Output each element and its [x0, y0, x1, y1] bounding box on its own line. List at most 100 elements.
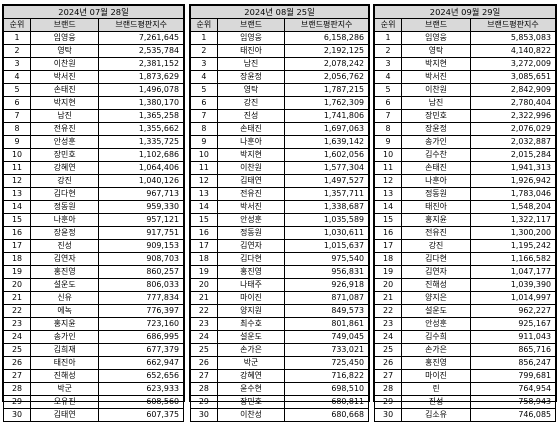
brand-name-cell: 김연자	[216, 239, 286, 253]
brand-name-cell: 양지은	[401, 291, 471, 305]
index-value-cell: 1,762,309	[284, 96, 369, 110]
index-value-cell: 962,227	[469, 304, 557, 318]
table-row: 5 이찬원 2,842,909	[373, 83, 557, 97]
index-value-cell: 1,639,142	[284, 135, 369, 149]
brand-name-cell: 영탁	[401, 44, 471, 58]
table-row: 12 강진 1,040,126	[3, 174, 184, 188]
index-value-cell: 2,381,152	[98, 57, 184, 71]
table-row: 21 마이진 871,087	[190, 291, 369, 305]
brand-name-cell: 이찬원	[401, 83, 471, 97]
rank-cell: 21	[190, 291, 218, 305]
index-value-cell: 1,926,942	[469, 174, 557, 188]
table-row: 18 김다현 1,166,582	[373, 252, 557, 266]
brand-name-cell: 영탁	[29, 44, 100, 58]
ranking-panel-august: 2024년 08월 25일 순위 브랜드 브랜드평판지수 1 임영웅 6,158,286 2 태…	[189, 4, 370, 422]
brand-name-cell: 홍지윤	[401, 213, 471, 227]
ranking-table: 2024년 08월 25일 순위 브랜드 브랜드평판지수 1 임영웅 6,158,286 2 태…	[190, 5, 369, 422]
index-value-cell: 5,853,083	[469, 31, 557, 45]
table-row: 7 장민호 2,322,996	[373, 109, 557, 123]
rank-cell: 12	[373, 174, 403, 188]
brand-name-cell: 김다현	[216, 252, 286, 266]
index-value-cell: 725,450	[284, 356, 369, 370]
rank-cell: 3	[373, 57, 403, 71]
brand-name-cell: 박서진	[216, 200, 286, 214]
index-value-cell: 1,548,204	[469, 200, 557, 214]
rank-cell: 26	[373, 356, 403, 370]
brand-name-cell: 최수호	[216, 317, 286, 331]
index-value-cell: 758,943	[469, 395, 557, 409]
rank-cell: 5	[190, 83, 218, 97]
table-row: 18 김연자 908,703	[3, 252, 184, 266]
table-row: 6 강진 1,762,309	[190, 96, 369, 110]
index-value-cell: 1,064,406	[98, 161, 184, 175]
rank-cell: 18	[373, 252, 403, 266]
brand-name-cell: 린	[401, 382, 471, 396]
index-value-cell: 723,160	[98, 317, 184, 331]
table-row: 27 마이진 799,681	[373, 369, 557, 383]
index-value-cell: 925,167	[469, 317, 557, 331]
table-row: 22 설운도 962,227	[373, 304, 557, 318]
brand-name-cell: 손가은	[401, 343, 471, 357]
rank-column-header: 순위	[190, 18, 218, 32]
rank-cell: 11	[190, 161, 218, 175]
index-value-cell: 749,045	[284, 330, 369, 344]
column-header-row: 순위 브랜드 브랜드평판지수	[3, 18, 184, 32]
table-row: 12 나훈아 1,926,942	[373, 174, 557, 188]
rank-cell: 23	[373, 317, 403, 331]
rank-cell: 21	[3, 291, 31, 305]
brand-name-cell: 나태주	[216, 278, 286, 292]
brand-name-cell: 영탁	[216, 83, 286, 97]
brand-name-cell: 안성훈	[401, 317, 471, 331]
brand-name-cell: 홍지윤	[29, 317, 100, 331]
rank-cell: 7	[190, 109, 218, 123]
rank-cell: 25	[3, 343, 31, 357]
rank-cell: 27	[190, 369, 218, 383]
table-row: 19 김연자 1,047,177	[373, 265, 557, 279]
index-value-cell: 680,811	[284, 395, 369, 409]
brand-name-cell: 에녹	[29, 304, 100, 318]
brand-name-cell: 나훈아	[401, 174, 471, 188]
index-value-cell: 777,834	[98, 291, 184, 305]
table-row: 3 이찬원 2,381,152	[3, 57, 184, 71]
brand-name-cell: 안성훈	[216, 213, 286, 227]
rank-cell: 29	[3, 395, 31, 409]
rank-cell: 25	[373, 343, 403, 357]
rank-cell: 18	[190, 252, 218, 266]
index-value-cell: 2,842,909	[469, 83, 557, 97]
brand-name-cell: 김태연	[216, 174, 286, 188]
index-value-cell: 1,102,686	[98, 148, 184, 162]
brand-name-cell: 마이진	[216, 291, 286, 305]
brand-name-cell: 홍진영	[29, 265, 100, 279]
index-value-cell: 1,741,806	[284, 109, 369, 123]
brand-name-cell: 장민호	[401, 109, 471, 123]
rank-cell: 15	[3, 213, 31, 227]
table-row: 14 정동원 959,330	[3, 200, 184, 214]
rank-cell: 16	[373, 226, 403, 240]
brand-name-cell: 강진	[29, 174, 100, 188]
index-value-cell: 917,751	[98, 226, 184, 240]
table-row: 15 나훈아 957,121	[3, 213, 184, 227]
brand-name-cell: 장윤정	[401, 122, 471, 136]
rank-cell: 1	[190, 31, 218, 45]
table-row: 16 정동원 1,030,611	[190, 226, 369, 240]
brand-name-cell: 이찬원	[29, 57, 100, 71]
brand-name-cell: 정동원	[216, 226, 286, 240]
rank-cell: 5	[3, 83, 31, 97]
rank-cell: 4	[3, 70, 31, 84]
index-value-cell: 911,043	[469, 330, 557, 344]
index-value-cell: 1,783,046	[469, 187, 557, 201]
rank-cell: 24	[373, 330, 403, 344]
rank-cell: 22	[3, 304, 31, 318]
index-value-cell: 1,322,117	[469, 213, 557, 227]
index-column-header: 브랜드평판지수	[98, 18, 184, 32]
index-value-cell: 1,014,997	[469, 291, 557, 305]
index-value-cell: 1,697,063	[284, 122, 369, 136]
index-value-cell: 959,330	[98, 200, 184, 214]
table-row: 17 김연자 1,015,637	[190, 239, 369, 253]
index-value-cell: 4,140,822	[469, 44, 557, 58]
table-row: 16 전유진 1,300,200	[373, 226, 557, 240]
index-value-cell: 871,087	[284, 291, 369, 305]
ranking-tables: 2024년 07월 28일 순위 브랜드 브랜드평판지수 1 임영웅 7,261,645 2 영…	[2, 4, 557, 422]
index-value-cell: 733,021	[284, 343, 369, 357]
rank-cell: 2	[190, 44, 218, 58]
